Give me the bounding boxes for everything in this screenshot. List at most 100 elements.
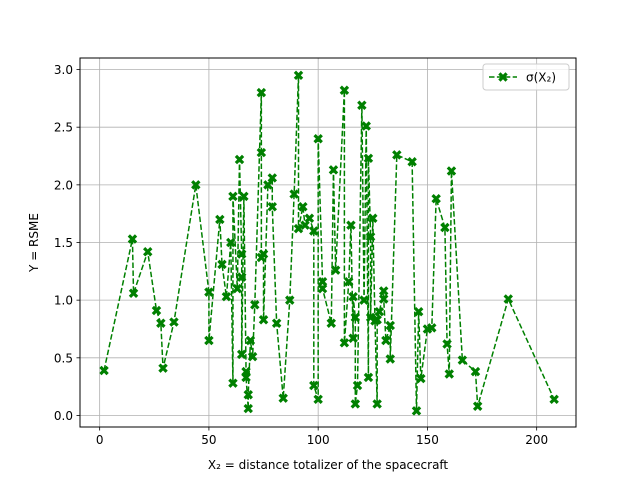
data-point (158, 363, 168, 373)
data-point (352, 380, 363, 391)
y-tick-label: 2.5 (54, 121, 73, 135)
data-point (470, 366, 481, 377)
data-point (348, 291, 358, 302)
data-point (128, 288, 139, 298)
data-point (407, 157, 417, 167)
data-point (309, 226, 319, 236)
data-point (204, 287, 214, 297)
data-point (330, 265, 341, 275)
data-point (285, 295, 295, 305)
legend-label: σ(X₂) (526, 71, 556, 85)
data-point (156, 318, 166, 328)
x-tick-label: 100 (307, 433, 330, 447)
data-point (304, 213, 315, 224)
data-point (326, 318, 337, 328)
y-tick-label: 0.5 (54, 351, 73, 365)
data-point (217, 259, 227, 270)
y-tick-label: 0.0 (54, 409, 73, 423)
data-point (385, 354, 396, 364)
data-point (278, 393, 288, 403)
data-point (258, 315, 269, 325)
data-point (368, 213, 378, 224)
x-tick-label: 150 (416, 433, 439, 447)
data-point (416, 373, 426, 384)
y-tick-label: 2.0 (54, 178, 73, 192)
data-point (250, 300, 260, 310)
data-point (365, 232, 376, 242)
data-point (313, 394, 323, 405)
data-point (372, 315, 382, 325)
data-point (169, 317, 179, 327)
data-point (239, 191, 249, 202)
data-point (127, 234, 138, 244)
data-point (413, 306, 424, 317)
data-point (392, 150, 402, 160)
data-point (293, 223, 304, 234)
data-point (350, 312, 361, 323)
data-point (226, 237, 236, 248)
data-point (348, 333, 358, 343)
data-point (256, 87, 267, 98)
y-axis-label: Y = RSME (27, 213, 41, 273)
data-point (363, 372, 374, 383)
legend-box (482, 63, 570, 91)
data-point (243, 389, 253, 400)
data-point (143, 246, 153, 257)
data-point (236, 349, 247, 360)
data-point (385, 320, 396, 331)
data-point (378, 286, 389, 296)
data-point (431, 193, 441, 204)
data-point (359, 295, 369, 305)
data-point (236, 272, 247, 282)
x-axis-label: X₂ = distance totalizer of the spacecraf… (208, 458, 449, 472)
data-point (313, 133, 323, 144)
data-point (309, 380, 319, 391)
data-point (446, 166, 457, 176)
data-point (289, 189, 299, 199)
data-point (221, 291, 232, 302)
data-point (293, 70, 304, 81)
data-point (151, 305, 162, 316)
data-point (440, 222, 450, 233)
x-tick-label: 0 (96, 433, 104, 447)
data-point (346, 220, 356, 230)
data-point (256, 147, 267, 158)
data-point (442, 339, 452, 349)
data-point (317, 283, 328, 294)
data-point (427, 323, 437, 333)
data-point (411, 406, 422, 416)
data-point (191, 180, 201, 190)
x-tick-label: 200 (525, 433, 548, 447)
data-point (267, 202, 278, 212)
data-point (374, 306, 385, 317)
data-point (381, 335, 391, 346)
data-point (245, 335, 256, 346)
data-point (228, 191, 238, 202)
data-point (372, 399, 382, 409)
data-point (228, 378, 238, 388)
legend: σ(X₂) (482, 63, 570, 91)
legend-marker (498, 72, 508, 82)
y-tick-label: 3.0 (54, 63, 73, 77)
data-point (247, 351, 258, 362)
data-point (298, 202, 308, 212)
axis-ticks: 0 50 100 150 200 0.0 0.5 1.0 1.5 2.0 2.5 3.0 (54, 63, 548, 447)
data-point (258, 249, 269, 259)
data-point (339, 338, 350, 348)
data-point (503, 294, 513, 304)
data-point (361, 121, 371, 131)
data-point (204, 335, 214, 346)
data-point (267, 173, 278, 183)
data-point (236, 249, 247, 259)
y-tick-label: 1.0 (54, 294, 73, 308)
data-point (328, 165, 339, 175)
data-point (357, 100, 367, 111)
data-point (472, 401, 483, 411)
data-point (232, 283, 243, 294)
data-point (378, 294, 389, 304)
data-point (234, 154, 245, 165)
data-point (215, 214, 225, 225)
data-point (241, 372, 251, 383)
data-point (300, 220, 310, 230)
